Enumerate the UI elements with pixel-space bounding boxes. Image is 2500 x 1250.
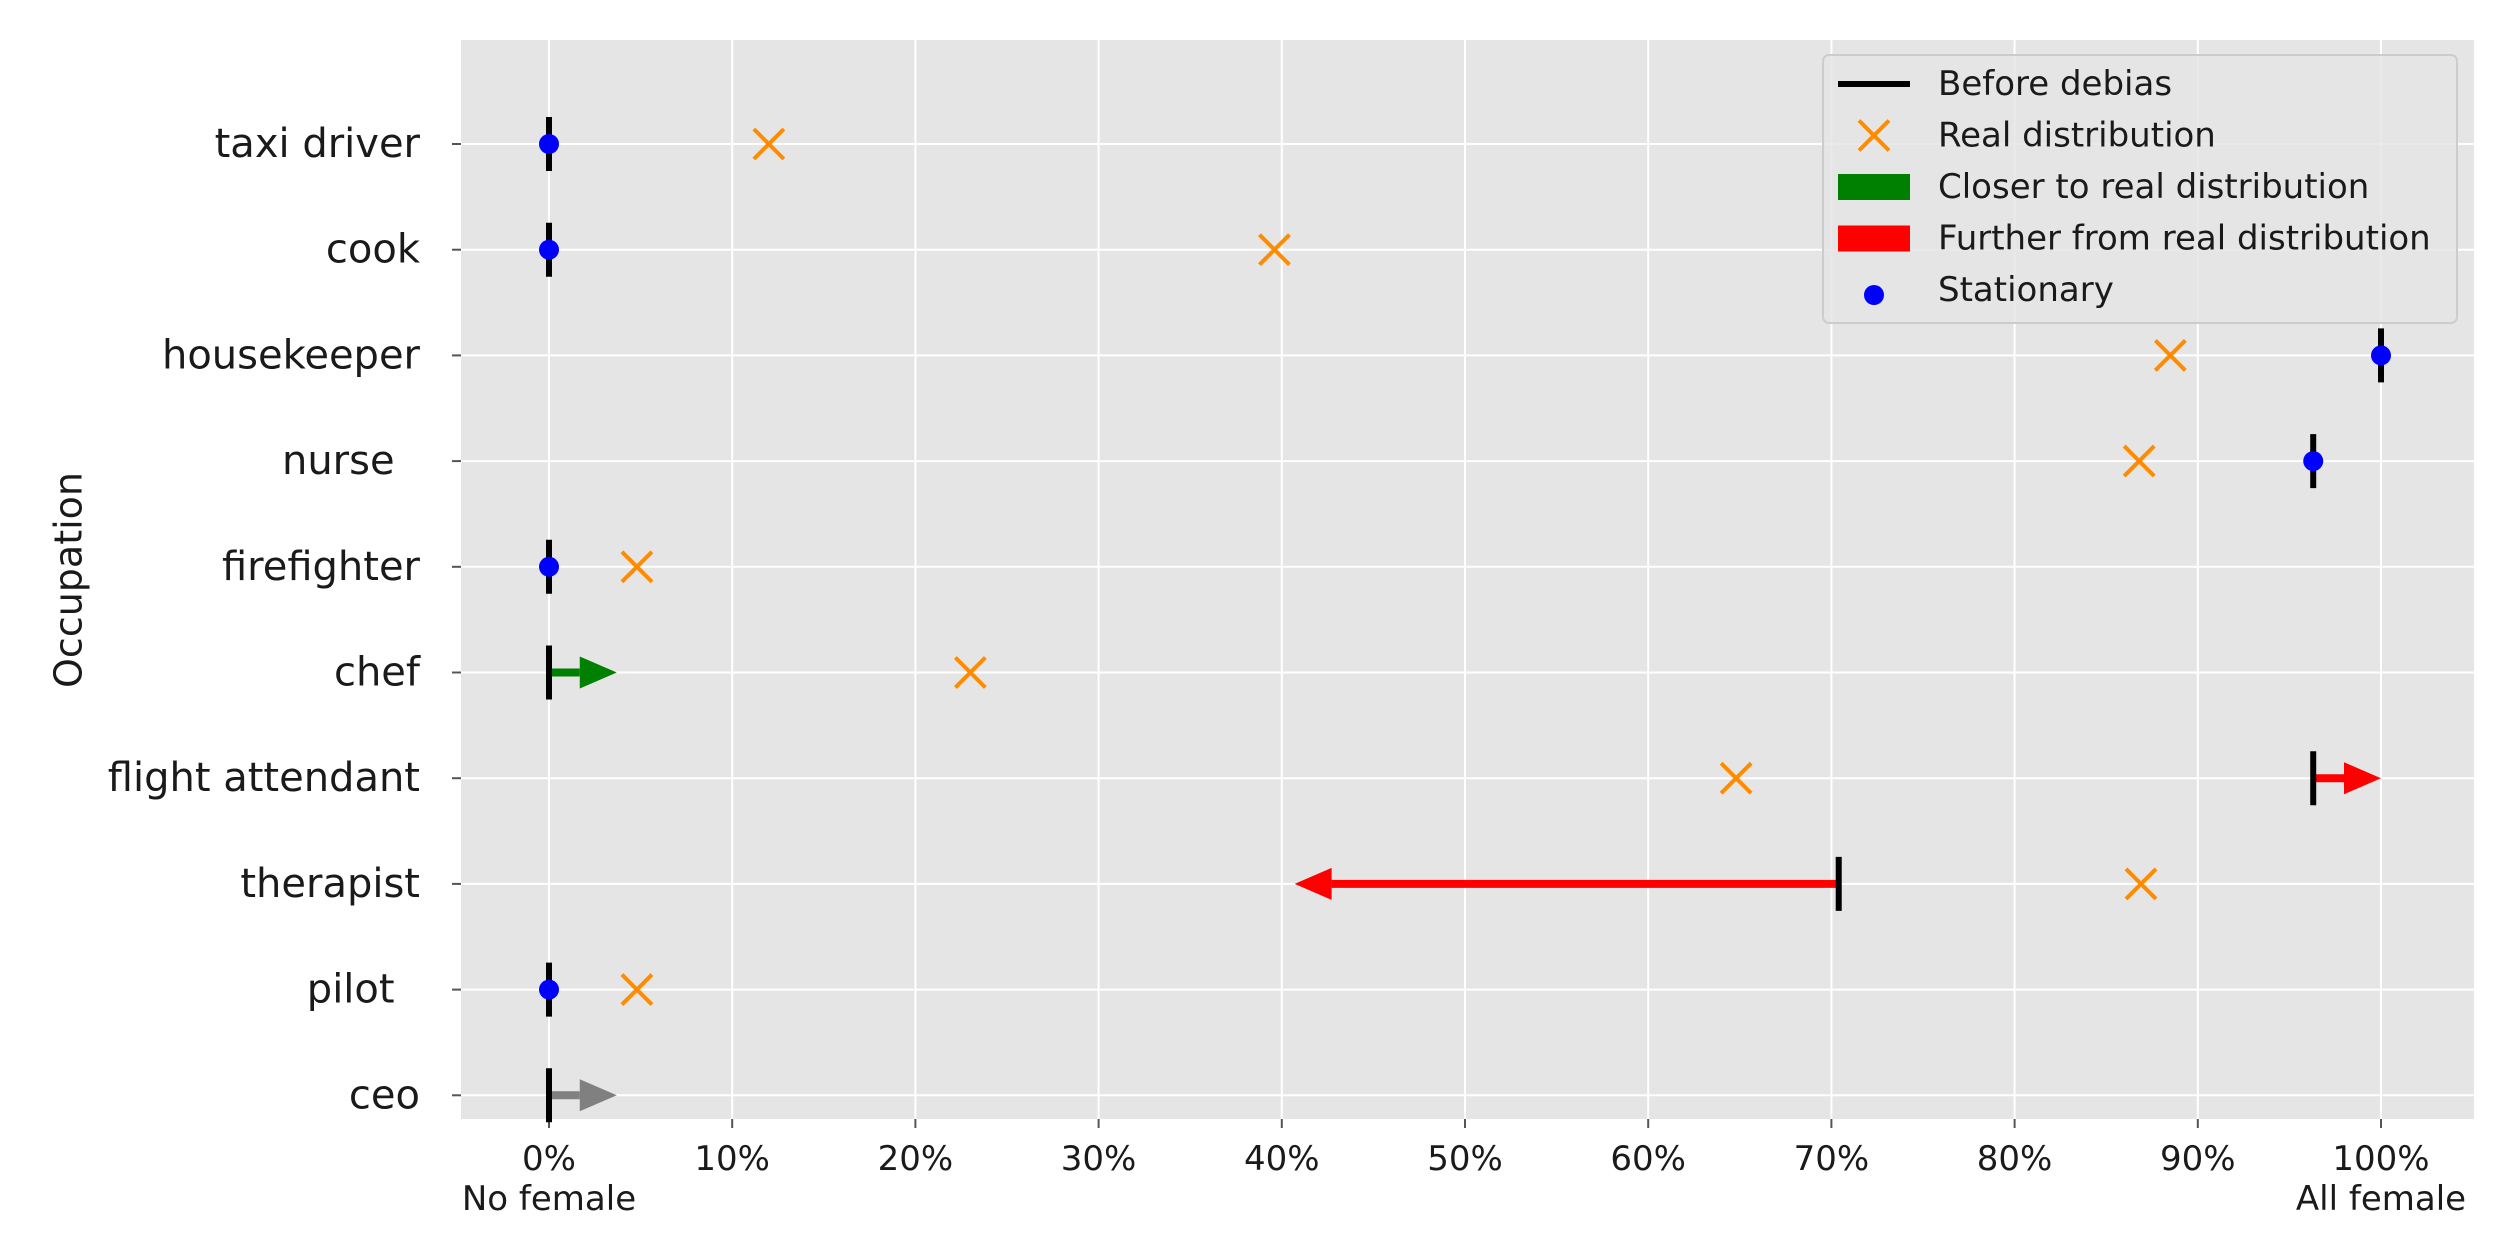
real-distribution-marker [620,973,654,1007]
y-tick-label: chef [334,650,421,696]
shift-arrow-head [1294,867,1332,900]
real-marker-stroke [953,656,987,689]
stationary-dot [2303,451,2324,472]
real-distribution-marker [2122,444,2156,478]
real-distribution-marker [1258,233,1291,267]
shift-arrow-head [2344,762,2381,795]
legend-patch-swatch [1838,225,1910,252]
x-tick-label: 0% [522,1139,576,1179]
real-marker-stroke [2124,867,2158,901]
legend-label: Stationary [1938,270,2114,310]
x-right-end-label: All female [2296,1179,2466,1219]
y-tick-label: nurse [282,438,420,484]
real-distribution-marker [620,550,654,584]
y-tick-label: ceo [349,1072,420,1118]
y-axis-label: Occupation [47,472,91,688]
legend-item: Further from real distribution [1838,219,2431,259]
real-distribution-marker [953,656,987,689]
x-tick-label: 20% [878,1139,954,1179]
shift-arrow-head [579,1079,617,1112]
y-tick-label: firefighter [222,544,421,590]
real-distribution-marker [1719,761,1753,795]
x-tick-label: 50% [1427,1139,1503,1179]
x-left-end-label: No female [462,1179,636,1219]
shift-arrow-head [579,656,617,689]
stationary-dot [2371,345,2391,366]
x-tick-label: 90% [2160,1139,2236,1179]
real-marker-stroke [2153,338,2187,372]
stationary-dot [539,239,559,260]
stationary-dot [539,134,559,154]
x-tick-label: 40% [1244,1139,1320,1179]
legend-label: Further from real distribution [1938,219,2431,259]
legend-dot-swatch [1864,285,1884,305]
y-tick-label: therapist [240,861,420,907]
real-marker-stroke [620,973,654,1007]
data-marks [539,117,2391,1123]
real-marker-stroke [1258,233,1291,267]
legend-item: Stationary [1864,270,2114,310]
stationary-dot [539,556,559,577]
x-tick-label: 80% [1977,1139,2053,1179]
y-tick-label: taxi driver [215,121,421,167]
x-tick-label: 60% [1610,1139,1686,1179]
x-tick-label: 100% [2332,1139,2429,1179]
x-tick-label: 70% [1794,1139,1870,1179]
y-tick-label: pilot [307,967,420,1013]
x-tick-label: 30% [1061,1139,1137,1179]
legend: Before debias Real distribution Closer to … [1822,54,2458,324]
y-tick-label: flight attendant [108,755,420,801]
real-marker-stroke [1719,761,1753,795]
legend-item: Real distribution [1857,116,2216,156]
real-distribution-marker [2153,338,2187,372]
legend-patch-swatch [1838,174,1910,200]
real-distribution-marker [752,127,786,161]
legend-box [1822,54,2458,324]
legend-label: Real distribution [1938,116,2216,156]
axis-ticks: 0% 10% 20% 30% 40% 50% 60% 70% 80% 90% 100% taxi dr… [108,121,2430,1179]
y-tick-label: housekeeper [162,332,421,378]
real-marker-stroke [2122,444,2156,478]
y-tick-label: cook [326,227,421,273]
legend-label: Before debias [1938,64,2172,104]
real-marker-stroke [752,127,786,161]
real-distribution-marker [2124,867,2158,901]
legend-label: Closer to real distribution [1938,167,2369,207]
legend-item: Before debias [1838,64,2172,104]
stationary-dot [539,979,559,1000]
legend-x-swatch [1857,119,1891,152]
legend-item: Closer to real distribution [1838,167,2369,207]
x-tick-label: 10% [694,1139,770,1179]
real-marker-stroke [620,550,654,584]
